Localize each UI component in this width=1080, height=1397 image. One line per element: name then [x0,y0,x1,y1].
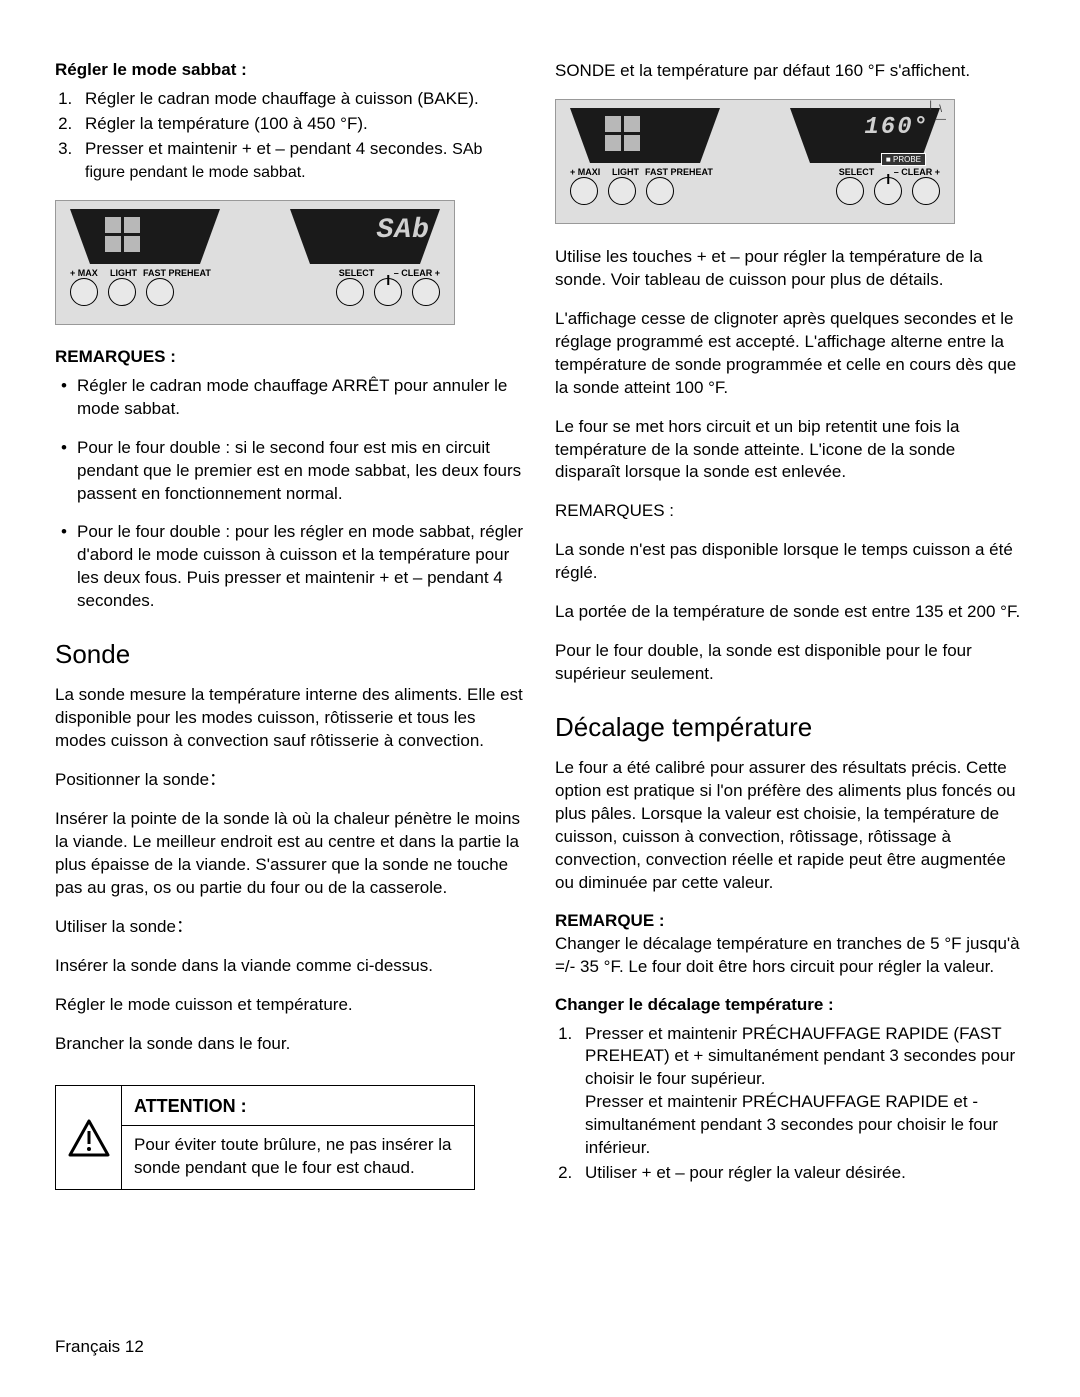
decalage-heading: Décalage température [555,712,1025,743]
body-text: La sonde n'est pas disponible lorsque le… [555,539,1025,585]
sabbat-heading: Régler le mode sabbat : [55,60,525,80]
display-left [570,108,720,163]
panel-label: LIGHT [110,268,143,278]
body-text: Brancher la sonde dans le four. [55,1033,525,1056]
panel-label: – CLEAR + [894,167,940,177]
display-right: SAb [290,209,440,264]
body-text: La sonde mesure la température interne d… [55,684,525,753]
panel-label: FAST PREHEAT [143,268,211,278]
panel-label: + MAX [70,268,110,278]
knob-icon [608,177,636,205]
attention-title: ATTENTION : [122,1086,474,1126]
knob-icon [146,278,174,306]
sonde-heading: Sonde [55,639,525,670]
list-item: Presser et maintenir + et – pendant 4 se… [77,138,525,184]
body-text: Le four a été calibré pour assurer des r… [555,757,1025,895]
body-text: Positionner la sonde： [55,769,525,792]
panel-label: + MAXI [570,167,612,177]
knob-icon [336,278,364,306]
changer-heading: Changer le décalage température : [555,995,1025,1015]
right-column: SONDE et la température par défaut 160 °… [555,60,1025,1201]
body-text: L'affichage cesse de clignoter après que… [555,308,1025,400]
list-item: Régler le cadran mode chauffage ARRÊT po… [55,375,525,421]
attention-box: ATTENTION : Pour éviter toute brûlure, n… [55,1085,475,1189]
body-text: SONDE et la température par défaut 160 °… [555,60,1025,83]
body-text: La portée de la température de sonde est… [555,601,1025,624]
body-text: Le four se met hors circuit et un bip re… [555,416,1025,485]
display-left [70,209,220,264]
list-item: Pour le four double : si le second four … [55,437,525,506]
sabbat-steps: Régler le cadran mode chauffage à cuisso… [55,88,525,184]
knob-icon [874,177,902,205]
display-text: 160° [864,114,930,141]
display-right: 160° ■ PROBE \ — | [790,108,940,163]
knob-icon [70,278,98,306]
warning-icon [56,1086,122,1188]
body-text: Utiliser la sonde： [55,916,525,939]
page-footer: Français 12 [55,1337,144,1357]
knob-icon [836,177,864,205]
knob-icon [912,177,940,205]
panel-label: FAST PREHEAT [645,167,713,177]
body-text: Utilise les touches + et – pour régler l… [555,246,1025,292]
spark-icon: | [929,100,932,111]
attention-body: Pour éviter toute brûlure, ne pas insére… [122,1126,474,1188]
remarques-heading: REMARQUES : [55,347,525,367]
knob-icon [412,278,440,306]
list-item: Presser et maintenir PRÉCHAUFFAGE RAPIDE… [577,1023,1025,1161]
spark-icon: — [936,114,946,125]
remarques-list: Régler le cadran mode chauffage ARRÊT po… [55,375,525,613]
remarque-heading: REMARQUE : [555,911,1025,931]
list-item: Régler la température (100 à 450 °F). [77,113,525,136]
panel-label: – CLEAR + [394,268,440,278]
control-panel-diagram: 160° ■ PROBE \ — | + MAXI LIGHT FAST PRE… [555,99,955,224]
control-panel-diagram: SAb + MAX LIGHT FAST PREHEAT SELECT – CL… [55,200,455,325]
knob-icon [646,177,674,205]
list-item: Utiliser + et – pour régler la valeur dé… [577,1162,1025,1185]
burner-icon [605,116,640,151]
left-column: Régler le mode sabbat : Régler le cadran… [55,60,525,1201]
panel-label: SELECT [339,268,394,278]
body-text: Pour le four double, la sonde est dispon… [555,640,1025,686]
body-text: Changer le décalage température en tranc… [555,933,1025,979]
display-text: SAb [377,215,430,246]
body-text: REMARQUES : [555,500,1025,523]
panel-label: LIGHT [612,167,645,177]
knob-icon [108,278,136,306]
burner-icon [105,217,140,252]
body-text: Insérer la sonde dans la viande comme ci… [55,955,525,978]
changer-steps: Presser et maintenir PRÉCHAUFFAGE RAPIDE… [555,1023,1025,1186]
knob-icon [570,177,598,205]
list-item: Pour le four double : pour les régler en… [55,521,525,613]
body-text: Insérer la pointe de la sonde là où la c… [55,808,525,900]
list-item: Régler le cadran mode chauffage à cuisso… [77,88,525,111]
knob-icon [374,278,402,306]
panel-label: SELECT [839,167,894,177]
body-text: Régler le mode cuisson et température. [55,994,525,1017]
probe-badge: ■ PROBE [881,153,926,166]
